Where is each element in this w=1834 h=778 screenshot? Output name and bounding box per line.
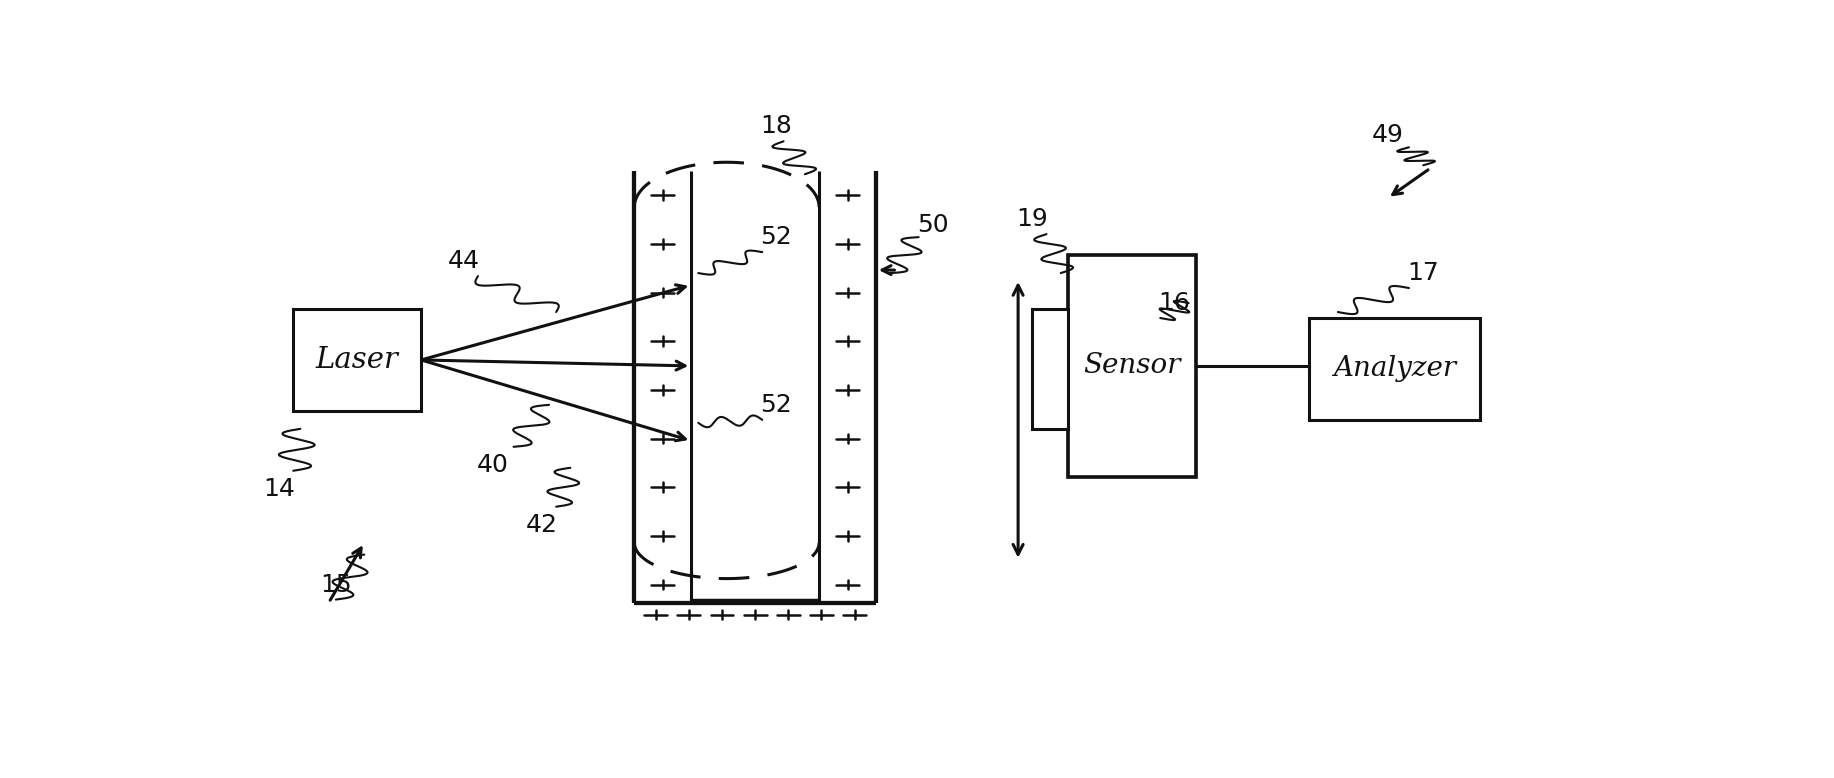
Text: 44: 44: [447, 249, 481, 273]
Text: Sensor: Sensor: [1084, 352, 1181, 380]
Text: 42: 42: [526, 513, 558, 537]
Text: 17: 17: [1407, 261, 1440, 285]
Bar: [1309, 318, 1480, 420]
Text: 49: 49: [1372, 123, 1403, 147]
Text: 19: 19: [1016, 207, 1049, 231]
Text: 50: 50: [917, 213, 948, 237]
Text: 52: 52: [761, 225, 792, 249]
Bar: [1067, 255, 1196, 477]
Text: 14: 14: [262, 477, 295, 501]
Text: Laser: Laser: [315, 346, 398, 374]
Bar: [293, 309, 422, 411]
Text: 52: 52: [761, 393, 792, 417]
Text: 40: 40: [477, 453, 508, 477]
Text: 18: 18: [761, 114, 792, 138]
Text: 16: 16: [1159, 291, 1190, 315]
Bar: [1033, 309, 1067, 429]
Text: Analyzer: Analyzer: [1333, 356, 1456, 383]
Text: 15: 15: [321, 573, 352, 597]
